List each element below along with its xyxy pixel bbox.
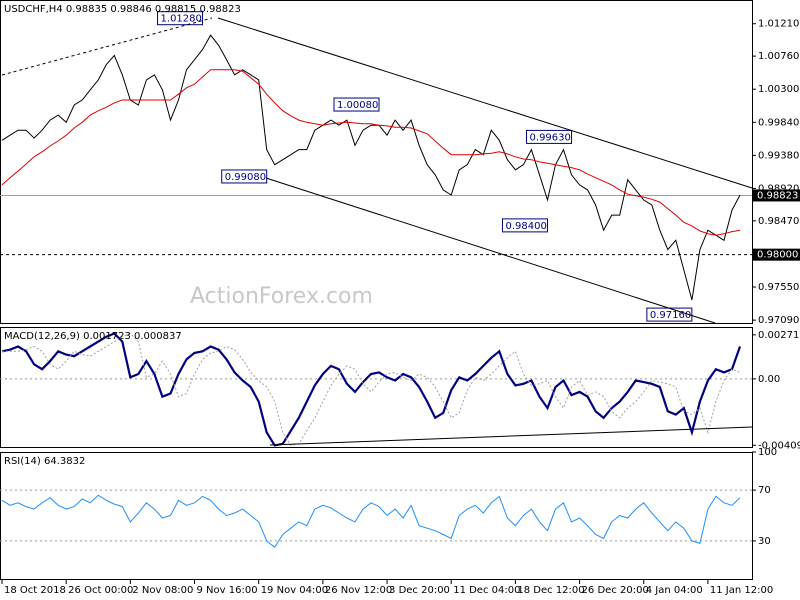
watermark: ActionForex.com <box>190 284 373 309</box>
y-tick-label: 1.00300 <box>758 84 799 95</box>
annotation-label: 0.99080 <box>225 172 266 183</box>
x-tick-label: 3 Dec 20:00 <box>389 585 450 596</box>
y-tick-label: 0.00 <box>758 374 780 385</box>
x-tick-label: 26 Dec 20:00 <box>582 585 649 596</box>
y-tick-label: 0.98470 <box>758 216 799 227</box>
y-tick-label: 1.01210 <box>758 19 799 30</box>
series-line <box>1 332 742 447</box>
annotation-label: 1.00080 <box>337 100 378 111</box>
x-tick-label: 26 Nov 12:00 <box>325 585 392 596</box>
y-tick-label: 0.97090 <box>758 315 799 326</box>
level-line-box <box>753 248 800 261</box>
annotation-box <box>501 218 548 233</box>
trendline-dashed <box>1 17 213 76</box>
annotation-label: 0.99630 <box>530 132 571 143</box>
series-line <box>1 69 741 236</box>
panel-title: MACD(12,26,9) 0.001723 0.000837 <box>4 331 182 342</box>
panel-frame <box>0 327 753 448</box>
annotation-box <box>333 97 380 112</box>
y-tick-label: 0.99840 <box>758 117 799 128</box>
x-tick-label: 11 Jan 12:00 <box>710 585 773 596</box>
y-tick-label: 100 <box>758 447 777 458</box>
x-tick-label: 19 Nov 04:00 <box>261 585 328 596</box>
x-tick-label: 18 Dec 12:00 <box>517 585 584 596</box>
x-tick-label: 2 Nov 08:00 <box>132 585 193 596</box>
x-tick-label: 4 Jan 04:00 <box>646 585 703 596</box>
annotation-label: 0.98400 <box>505 221 546 232</box>
panel-frame <box>0 0 753 324</box>
annotation-label: 0.97160 <box>650 310 691 321</box>
y-tick-label: 1.00760 <box>758 51 799 62</box>
x-tick-label: 9 Nov 16:00 <box>197 585 258 596</box>
series-line <box>1 34 741 301</box>
channel-lower <box>265 177 716 324</box>
x-tick-label: 18 Oct 2018 <box>4 585 66 596</box>
x-tick-label: 11 Dec 04:00 <box>453 585 520 596</box>
layer <box>1 17 753 446</box>
channel-upper <box>217 17 753 189</box>
level-line-label: 0.98000 <box>757 250 798 261</box>
y-tick-label: 0.98920 <box>758 183 799 194</box>
macd-trendline <box>269 426 753 446</box>
annotation-box <box>526 129 573 144</box>
y-tick-label: 30 <box>758 536 771 547</box>
price-line-box <box>753 189 800 202</box>
annotation-box <box>221 169 268 184</box>
panel-title: RSI(14) 64.3832 <box>4 456 85 467</box>
x-tick-label: 26 Oct 00:00 <box>68 585 133 596</box>
panel-title: USDCHF,H4 0.98835 0.98846 0.98815 0.9882… <box>4 4 241 15</box>
y-tick-label: -0.004093 <box>758 440 800 451</box>
y-tick-label: 0.002717 <box>758 330 800 341</box>
panel-frame <box>0 452 753 580</box>
annotation-box <box>157 11 204 26</box>
annotation-label: 1.01280 <box>161 14 202 25</box>
y-tick-label: 0.97550 <box>758 282 799 293</box>
y-tick-label: 0.99380 <box>758 150 799 161</box>
y-tick-label: 70 <box>758 485 771 496</box>
series-line <box>2 332 741 446</box>
series-line <box>1 494 741 549</box>
price-line-label: 0.98823 <box>757 190 798 201</box>
